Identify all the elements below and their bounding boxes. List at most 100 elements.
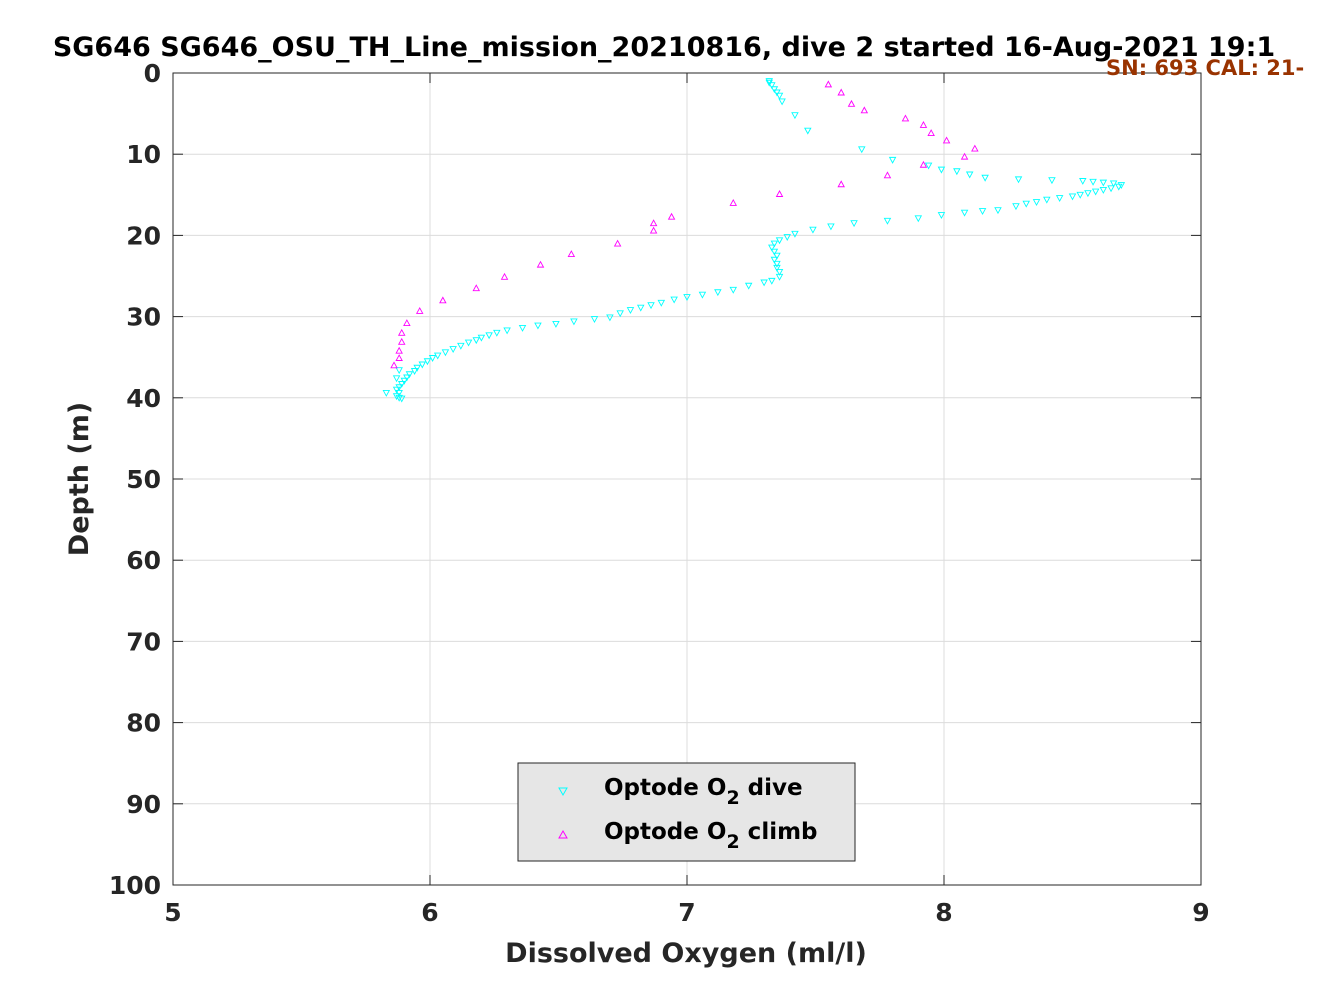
dive-point: [606, 314, 614, 322]
dive-point: [493, 329, 501, 337]
y-tick-label: 0: [144, 59, 161, 88]
climb-point: [649, 219, 658, 227]
x-tick-label: 7: [678, 898, 695, 927]
dive-point: [1084, 190, 1092, 198]
dive-point: [392, 386, 401, 394]
dive-point: [994, 207, 1002, 215]
dive-point: [552, 320, 560, 328]
y-tick-label: 100: [109, 871, 161, 900]
x-axis-label: Dissolved Oxygen (ml/l): [505, 938, 867, 969]
y-tick-label: 20: [126, 221, 161, 250]
dive-point: [978, 208, 987, 215]
dive-point: [775, 237, 784, 245]
dive-point: [765, 78, 773, 86]
dive-point: [464, 339, 473, 347]
climb-point: [847, 99, 856, 107]
y-tick-label: 50: [126, 465, 161, 494]
climb-point: [927, 129, 935, 137]
dive-point: [397, 381, 406, 388]
dive-point: [1109, 180, 1118, 188]
climb-point: [837, 88, 845, 96]
dive-point: [428, 355, 437, 362]
dive-point: [770, 86, 779, 94]
x-tick-label: 6: [421, 898, 438, 927]
dive-point: [937, 212, 946, 220]
dive-point: [770, 256, 779, 264]
dive-point: [698, 291, 707, 299]
x-tick-label: 9: [1192, 898, 1209, 927]
dive-point: [616, 310, 624, 318]
x-tick-label: 5: [164, 898, 181, 927]
y-tick-labels: 0 10 20 30 40 50 60 70 80 90 100: [109, 59, 161, 900]
dive-point: [981, 174, 989, 182]
data-points: [382, 78, 1126, 403]
y-tick-label: 90: [126, 790, 161, 819]
dive-point: [783, 234, 791, 241]
dive-point: [503, 327, 511, 335]
axis-ticks: [172, 72, 1202, 886]
x-tick-label: 8: [935, 898, 952, 927]
dive-point: [1012, 203, 1020, 211]
climb-point: [901, 114, 910, 122]
sensor-calibration-label: SN: 693 CAL: 21-: [1106, 56, 1304, 80]
climb-point: [649, 226, 658, 234]
dive-point: [1032, 199, 1041, 207]
dive-point: [744, 282, 753, 290]
dive-point: [403, 374, 411, 382]
dive-point: [791, 112, 799, 120]
y-tick-label: 70: [126, 627, 161, 656]
dive-point: [418, 361, 427, 369]
y-tick-label: 30: [126, 303, 161, 332]
dive-point: [770, 248, 779, 256]
dive-point: [397, 395, 406, 403]
y-axis-label: Depth (m): [64, 402, 95, 556]
y-tick-label: 10: [126, 140, 161, 169]
dive-point: [1091, 188, 1100, 196]
dive-point: [433, 352, 442, 360]
climb-point: [397, 337, 406, 345]
dive-point: [647, 302, 655, 310]
dive-point: [518, 325, 527, 332]
dive-point: [1014, 176, 1023, 184]
legend-climb-label: Optode O2 climb: [604, 819, 818, 853]
dive-point: [888, 156, 897, 164]
dive-point: [570, 318, 578, 326]
dive-point: [395, 367, 403, 375]
dive-point: [472, 337, 481, 345]
climb-point: [500, 272, 509, 280]
dive-point: [657, 299, 666, 307]
climb-point: [415, 306, 424, 314]
dive-point: [485, 332, 493, 340]
y-tick-label: 40: [126, 384, 161, 413]
climb-point: [667, 212, 676, 220]
dive-point: [382, 389, 391, 397]
dive-point: [626, 307, 635, 315]
dive-point: [1115, 183, 1123, 191]
legend-dive-label: Optode O2 dive: [604, 775, 803, 809]
climb-point: [403, 319, 411, 327]
dive-point: [590, 316, 599, 323]
dive-point: [778, 98, 786, 106]
dive-point: [791, 230, 799, 238]
dive-series: [382, 78, 1126, 403]
dive-point: [683, 294, 691, 302]
dive-point: [768, 244, 776, 252]
climb-point: [395, 346, 403, 354]
climb-point: [942, 136, 951, 144]
dive-point: [924, 162, 933, 170]
dive-point: [392, 393, 401, 401]
climb-point: [883, 171, 892, 179]
dive-point: [395, 389, 403, 397]
dive-point: [423, 358, 432, 366]
dive-point: [760, 279, 768, 287]
dive-point: [827, 223, 835, 231]
dive-point: [1068, 193, 1077, 201]
climb-point: [860, 106, 869, 114]
dive-point: [775, 268, 784, 276]
dive-point: [809, 226, 817, 234]
dive-point: [1117, 182, 1126, 189]
dive-point: [850, 220, 858, 228]
climb-point: [729, 198, 738, 206]
